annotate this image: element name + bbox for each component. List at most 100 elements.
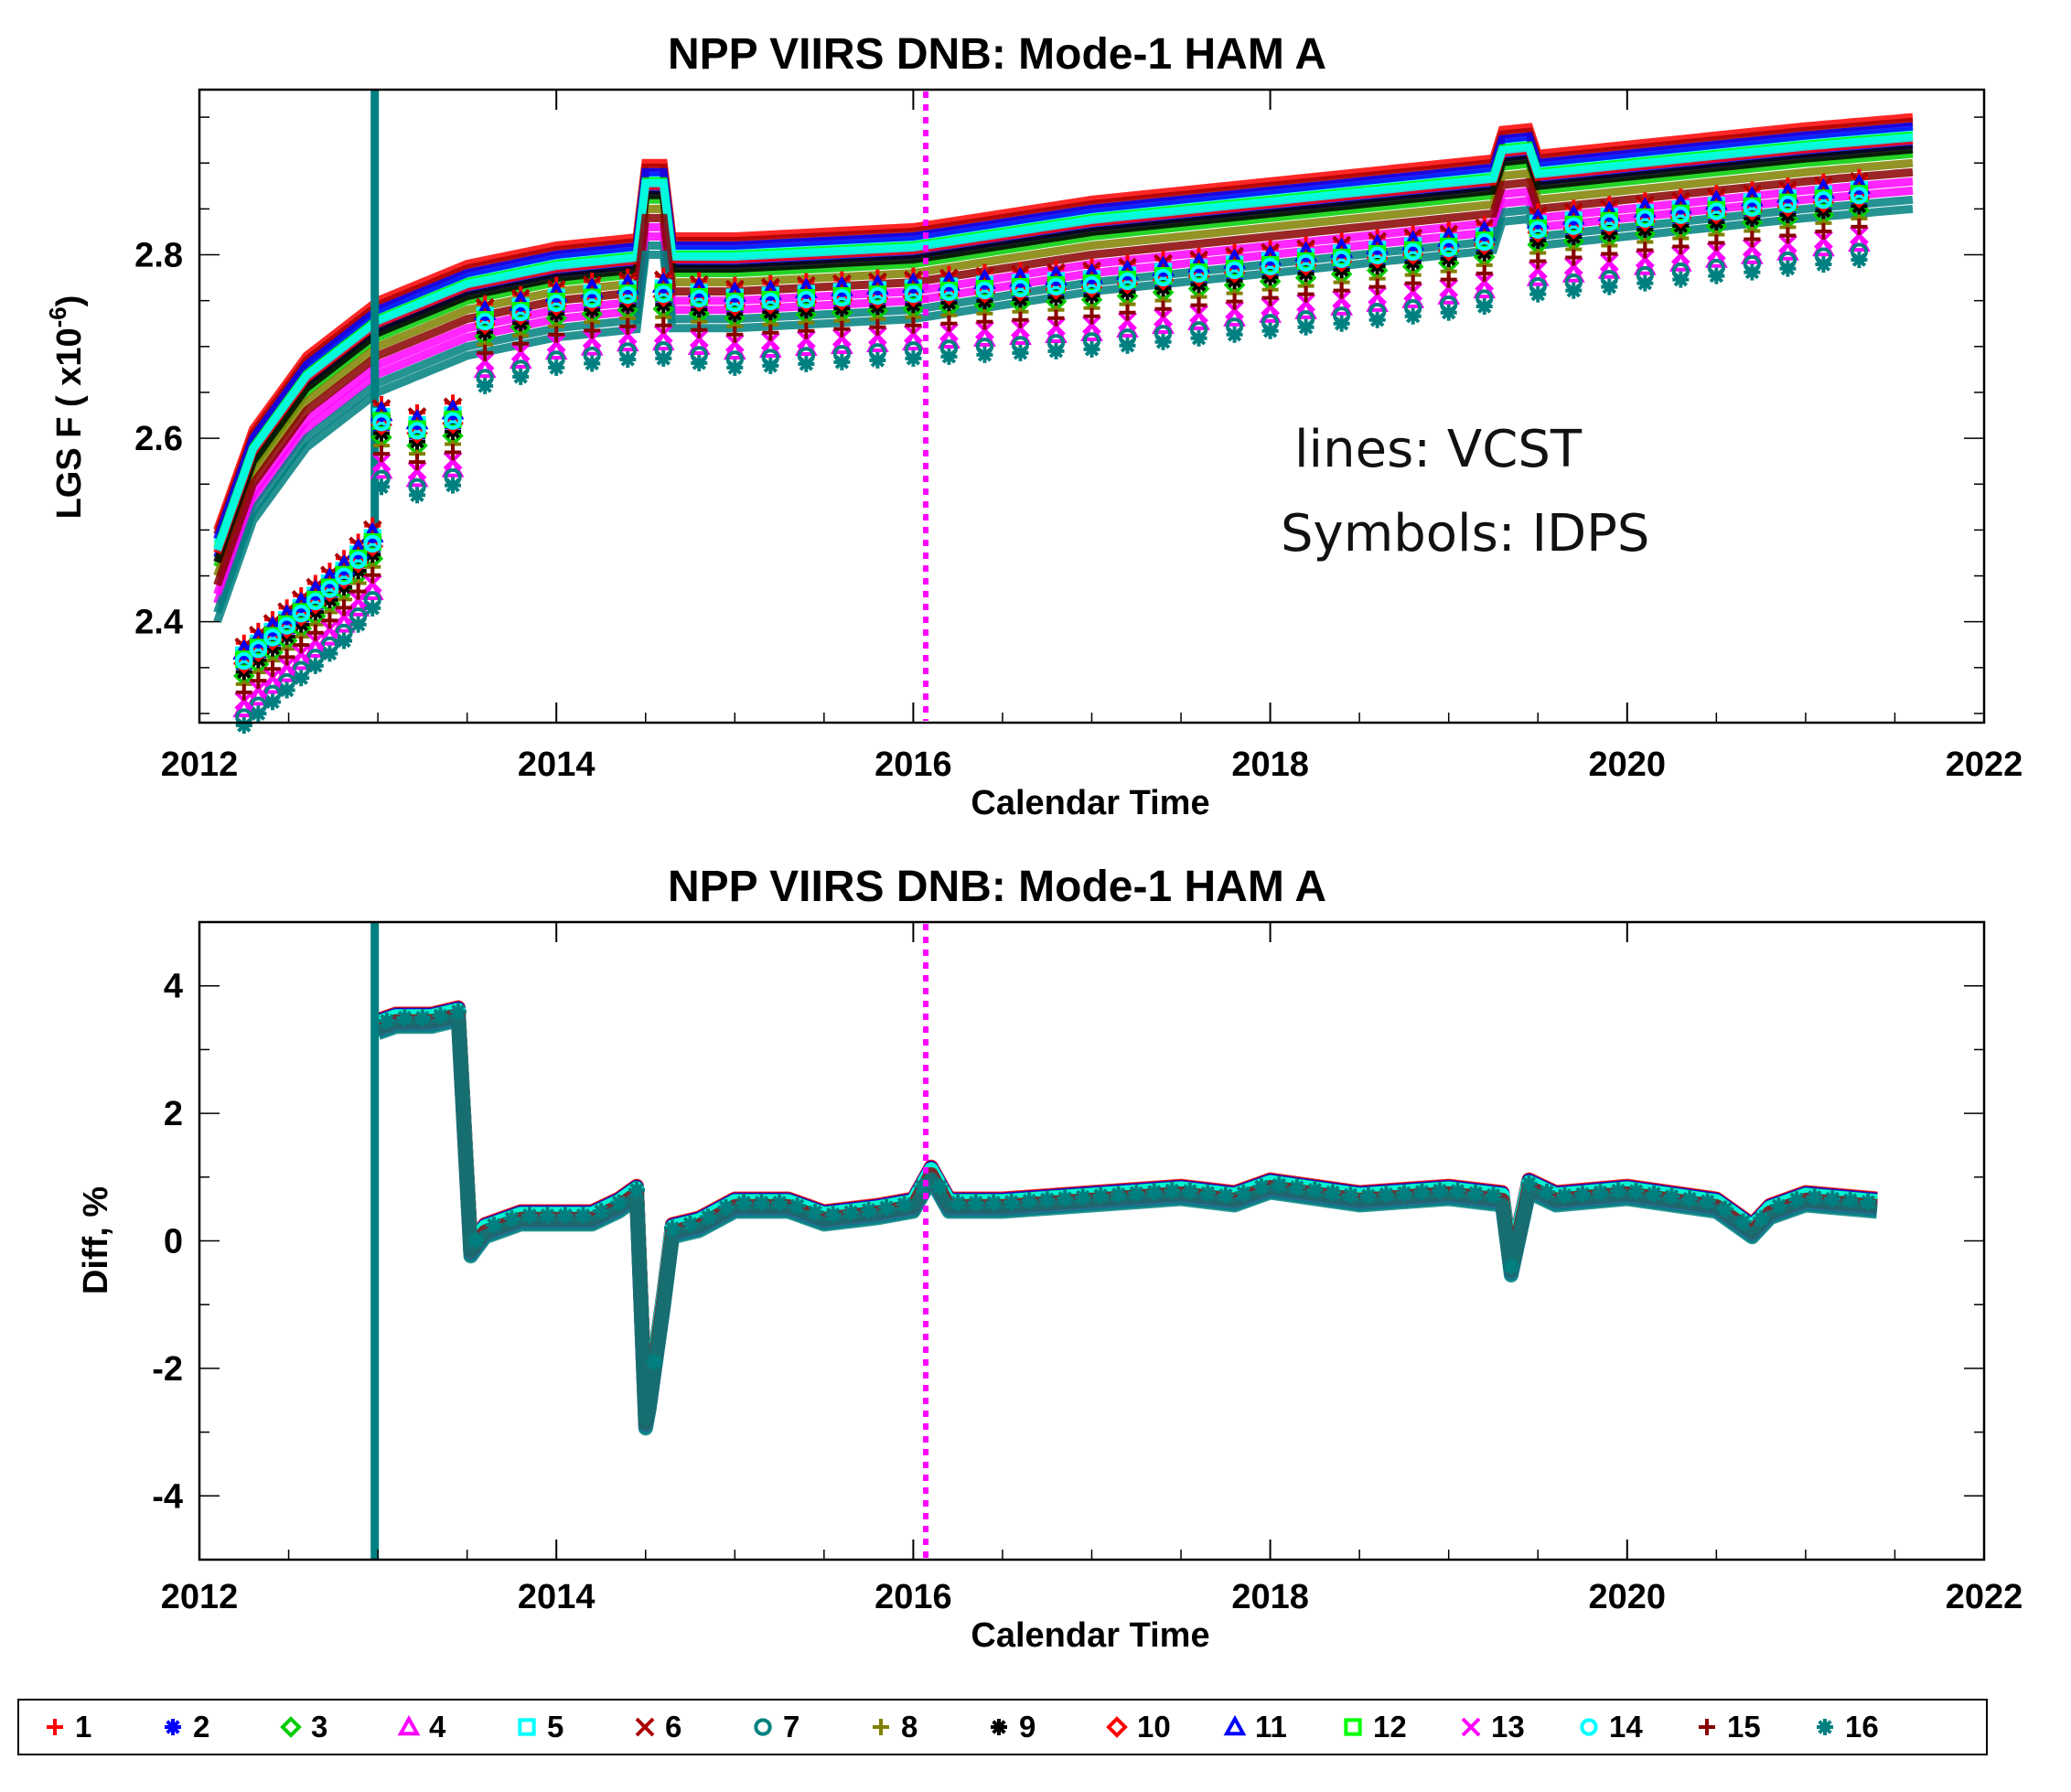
top-idps-point-16 — [1261, 322, 1279, 339]
top-tick-marks — [199, 90, 1985, 723]
legend-symbol-12 — [1344, 1718, 1362, 1736]
bottom-y-tick-labels: -4 -2 0 2 4 — [152, 968, 183, 1517]
legend-item-1: 1 — [47, 1710, 91, 1744]
bottom-diff-series — [370, 922, 1878, 1560]
top-idps-point-4 — [1045, 322, 1068, 343]
bottom-diff-point — [1539, 1184, 1556, 1201]
top-idps-point-4 — [1473, 277, 1497, 299]
legend-label-15: 15 — [1727, 1710, 1761, 1744]
bottom-diff-point — [1324, 1184, 1341, 1201]
top-idps-point-4 — [830, 333, 853, 355]
bottom-diff-point — [1646, 1185, 1663, 1202]
top-idps-point-4 — [580, 335, 604, 356]
bottom-tick-marks — [199, 921, 1985, 1561]
top-idps-point-11 — [1187, 252, 1210, 273]
top-idps-point-4 — [723, 338, 746, 360]
bottom-x-tick-label-0: 2012 — [161, 1578, 239, 1616]
top-idps-point-11 — [794, 277, 818, 298]
top-idps-point-15 — [1601, 245, 1618, 263]
legend-label-8: 8 — [901, 1710, 917, 1744]
top-idps-point-16 — [1475, 298, 1493, 316]
bottom-diff-point — [1574, 1186, 1592, 1203]
top-idps-point-11 — [616, 273, 639, 294]
top-idps-point-11 — [1080, 263, 1103, 284]
top-idps-point-13 — [1261, 296, 1281, 317]
legend-symbol-5 — [518, 1718, 536, 1736]
top-idps-point-4 — [687, 334, 711, 356]
top-idps-point-11 — [723, 281, 746, 302]
top-idps-point-11 — [1009, 266, 1032, 287]
top-series-line-9 — [213, 145, 1914, 564]
top-idps-point-15 — [1779, 227, 1797, 244]
top-series-line-7 — [213, 195, 1914, 615]
top-idps-point-11 — [1045, 264, 1068, 285]
top-idps-point-15 — [1708, 234, 1725, 252]
top-idps-point-11 — [232, 638, 256, 660]
top-idps-point-16 — [321, 645, 338, 662]
top-idps-point-11 — [1401, 230, 1425, 251]
top-x-tick-label-2: 2016 — [875, 746, 952, 784]
bottom-diff-point — [735, 1194, 753, 1211]
top-idps-point-15 — [833, 320, 851, 338]
top-idps-point-15 — [1529, 252, 1547, 270]
top-idps-point-13 — [1296, 293, 1316, 313]
bottom-diff-point — [842, 1204, 860, 1221]
top-idps-point-4 — [1812, 235, 1835, 257]
top-idps-point-16 — [1047, 342, 1065, 359]
top-idps-point-14 — [1189, 264, 1208, 284]
top-idps-point-4 — [1704, 247, 1728, 268]
top-idps-point-11 — [758, 279, 782, 300]
top-idps-point-14 — [1261, 257, 1280, 276]
annotation-lines: lines: VCST — [1294, 420, 1583, 479]
top-idps-point-4 — [370, 458, 393, 479]
top-idps-point-11 — [938, 270, 960, 291]
legend-label-12: 12 — [1373, 1710, 1407, 1744]
bottom-diff-point — [1378, 1186, 1395, 1203]
top-idps-point-4 — [1187, 309, 1210, 330]
top-idps-point-11 — [360, 521, 384, 542]
top-idps-point-15 — [798, 322, 815, 339]
legend-items: 1 2 3 4 5 6 7 8 9 10 11 12 13 14 15 16 — [47, 1710, 1879, 1744]
bottom-diff-point — [628, 1181, 645, 1198]
top-idps-point-14 — [939, 283, 959, 302]
top-idps-point-11 — [405, 408, 429, 430]
top-idps-point-4 — [1437, 284, 1461, 305]
top-idps-point-13 — [1706, 241, 1726, 261]
top-series-line-15 — [213, 167, 1914, 587]
top-idps-point-16 — [1744, 263, 1761, 281]
top-idps-point-15 — [1565, 249, 1583, 266]
top-idps-point-4 — [1223, 306, 1246, 327]
top-idps-point-16 — [584, 355, 601, 372]
legend-label-7: 7 — [783, 1710, 799, 1744]
top-idps-point-14 — [511, 303, 530, 322]
top-idps-point-16 — [619, 350, 637, 368]
top-idps-point-13 — [1599, 252, 1619, 272]
top-idps-point-13 — [1635, 249, 1655, 268]
top-y-tick-label-0: 2.4 — [134, 604, 183, 642]
bottom-diff-point — [1806, 1188, 1823, 1206]
top-idps-point-15 — [278, 649, 295, 666]
top-idps-point-16 — [250, 705, 267, 723]
legend-symbol-7 — [754, 1718, 772, 1736]
bottom-diff-point — [610, 1194, 628, 1211]
top-idps-point-11 — [902, 272, 925, 293]
legend-symbol-16 — [1817, 1719, 1833, 1735]
top-idps-point-15 — [409, 454, 426, 471]
top-idps-point-14 — [1636, 209, 1654, 228]
legend-item-12: 12 — [1344, 1710, 1407, 1744]
bottom-diff-point — [1717, 1200, 1734, 1218]
top-idps-point-4 — [332, 612, 356, 633]
top-idps-point-13 — [1082, 315, 1101, 335]
top-idps-point-4 — [865, 331, 889, 353]
legend-item-6: 6 — [635, 1710, 681, 1744]
top-series-line-2 — [213, 140, 1914, 560]
top-idps-point-4 — [616, 330, 639, 352]
top-idps-point-11 — [1561, 204, 1585, 225]
bottom-x-axis-label: Calendar Time — [971, 1616, 1209, 1655]
top-idps-point-4 — [1526, 265, 1550, 286]
bottom-diff-point — [1431, 1182, 1448, 1199]
top-idps-point-11 — [1330, 237, 1354, 258]
bottom-diff-point — [1057, 1189, 1074, 1207]
top-idps-point-4 — [1294, 298, 1318, 319]
top-idps-point-13 — [689, 328, 709, 349]
